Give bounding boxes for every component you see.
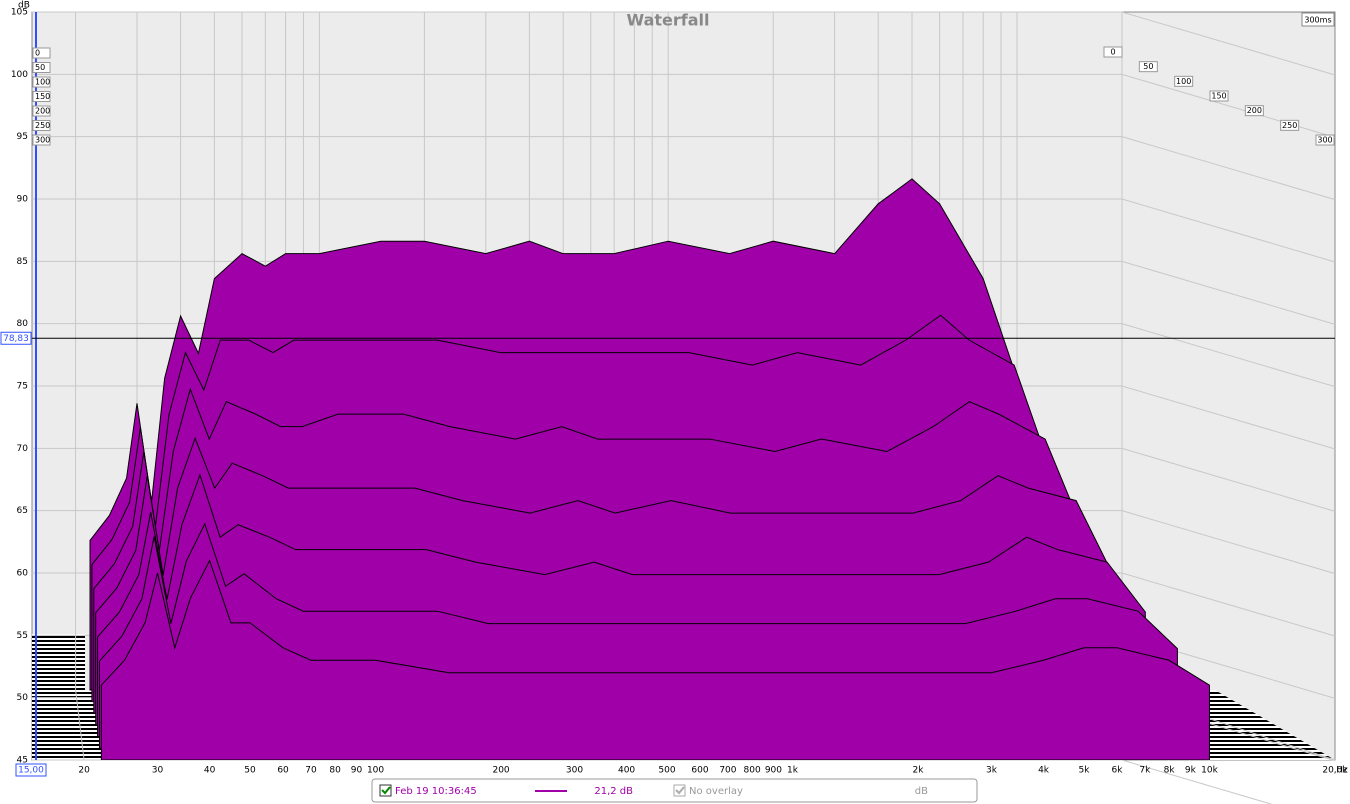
time-label-left: 300 bbox=[35, 136, 50, 145]
x-tick-label: 30 bbox=[152, 766, 164, 776]
time-span-box bbox=[1301, 12, 1335, 27]
y-tick-label: 70 bbox=[17, 444, 29, 454]
y-tick-label: 95 bbox=[17, 132, 28, 142]
time-label-box bbox=[1315, 134, 1335, 146]
y-tick-label: 65 bbox=[17, 506, 28, 516]
cursor-x-box bbox=[15, 763, 47, 777]
x-tick-label: 2k bbox=[913, 766, 925, 776]
x-tick-label: 6k bbox=[1111, 766, 1123, 776]
time-label-left: 250 bbox=[35, 121, 50, 130]
cursor-y-box bbox=[0, 331, 32, 345]
time-label-box bbox=[1209, 90, 1229, 102]
time-label-box-left bbox=[32, 62, 51, 73]
x-tick-label: 400 bbox=[618, 766, 635, 776]
x-tick-label: 7k bbox=[1139, 766, 1151, 776]
y-tick-label: 100 bbox=[11, 70, 28, 80]
time-label-box-left bbox=[32, 76, 51, 88]
time-label: 150 bbox=[1211, 92, 1226, 101]
time-label-left: 50 bbox=[35, 63, 45, 72]
time-label-box bbox=[1174, 75, 1194, 87]
x-tick-label: 500 bbox=[658, 766, 675, 776]
y-tick-label: 45 bbox=[17, 756, 28, 766]
y-tick-label: 55 bbox=[17, 631, 28, 641]
y-tick-label: 85 bbox=[17, 257, 28, 267]
overlay-check bbox=[675, 786, 685, 795]
time-label: 100 bbox=[1176, 77, 1191, 86]
time-label: 0 bbox=[1110, 48, 1115, 57]
x-tick-label: 800 bbox=[744, 766, 761, 776]
time-label-box-left bbox=[32, 105, 51, 117]
legend-level: 21,2 dB bbox=[594, 786, 633, 797]
y-tick-label: 80 bbox=[17, 319, 29, 329]
y-tick-label: 50 bbox=[17, 693, 29, 703]
overlay-checkbox[interactable] bbox=[673, 784, 686, 797]
time-label: 50 bbox=[1143, 62, 1153, 71]
chart-title: Waterfall bbox=[627, 11, 710, 30]
time-label: 250 bbox=[1282, 121, 1297, 130]
legend-overlay: No overlay bbox=[689, 786, 743, 797]
slice bbox=[100, 559, 1210, 760]
x-tick-label: 3k bbox=[986, 766, 998, 776]
x-tick-label: 8k bbox=[1164, 766, 1176, 776]
y-tick-label: 75 bbox=[17, 382, 28, 392]
cursor-y-label: 78,83 bbox=[3, 334, 29, 344]
y-tick-label: 105 bbox=[11, 8, 28, 18]
x-tick-label: 20 bbox=[78, 766, 90, 776]
x-tick-label: 300 bbox=[566, 766, 583, 776]
x-tick-label: 1k bbox=[787, 766, 799, 776]
y-unit: dB bbox=[18, 1, 30, 11]
x-tick-label: 60 bbox=[277, 766, 289, 776]
time-label-box-left bbox=[32, 91, 51, 102]
x-tick-label: 700 bbox=[719, 766, 736, 776]
time-label: 300 bbox=[1317, 136, 1332, 145]
y-tick-label: 90 bbox=[17, 195, 29, 205]
time-label-box bbox=[1103, 46, 1123, 58]
time-label-box bbox=[1138, 61, 1158, 73]
checkbox[interactable] bbox=[379, 784, 392, 797]
time-label-left: 0 bbox=[35, 49, 40, 58]
x-tick-label: 50 bbox=[244, 766, 256, 776]
y-tick-label: 60 bbox=[17, 569, 29, 579]
x-tick-label: 5k bbox=[1078, 766, 1090, 776]
time-label-left: 150 bbox=[35, 92, 50, 101]
x-tick-label: 10k bbox=[1201, 766, 1218, 776]
time-label-box-left bbox=[32, 47, 51, 59]
legend: Feb 19 10:36:45 21,2 dB No overlay dB bbox=[371, 778, 978, 803]
x-tick-label: 80 bbox=[329, 766, 341, 776]
cursor-x-label: 15,00 bbox=[18, 766, 44, 776]
x-tick-label: 100 bbox=[367, 766, 384, 776]
x-tick-label: 900 bbox=[765, 766, 782, 776]
legend-overlay-unit: dB bbox=[915, 786, 928, 797]
x-tick-label: 70 bbox=[305, 766, 317, 776]
time-label: 200 bbox=[1247, 106, 1262, 115]
time-label-box bbox=[1244, 105, 1264, 117]
time-label-left: 200 bbox=[35, 107, 50, 116]
x-tick-label: 90 bbox=[351, 766, 363, 776]
check bbox=[381, 786, 391, 795]
x-tick-label: 40 bbox=[204, 766, 216, 776]
time-label-box-left bbox=[32, 120, 51, 131]
x-tick-label: 9k bbox=[1185, 766, 1197, 776]
time-label-box-left bbox=[32, 134, 51, 146]
x-unit: Hz bbox=[1336, 766, 1348, 776]
x-tick-label: 600 bbox=[691, 766, 708, 776]
x-tick-label: 200 bbox=[492, 766, 509, 776]
x-tick-label: 4k bbox=[1038, 766, 1050, 776]
grid-line bbox=[75, 12, 85, 761]
floor-left bbox=[32, 634, 85, 760]
time-span: 300ms bbox=[1304, 16, 1331, 25]
time-label-left: 100 bbox=[35, 78, 50, 87]
legend-measurement: Feb 19 10:36:45 bbox=[395, 786, 477, 797]
x-tick-label: 20,0k bbox=[1322, 766, 1348, 776]
time-label-box bbox=[1280, 119, 1300, 131]
